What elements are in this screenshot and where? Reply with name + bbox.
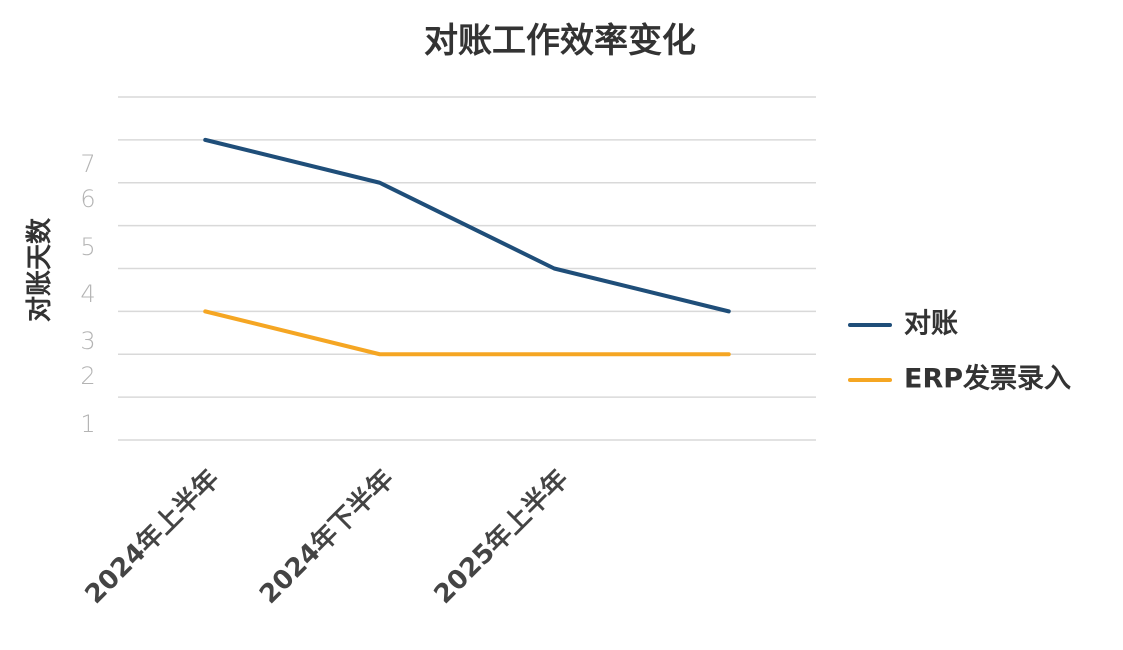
y-tick-label: 7 xyxy=(80,150,95,178)
y-tick-label: 3 xyxy=(80,327,95,355)
legend-label: 对账 xyxy=(904,309,958,340)
legend-label: ERP发票录入 xyxy=(904,363,1071,395)
x-axis-ticks: 2024年上半年 2024年下半年 2025年上半年 xyxy=(79,463,575,610)
x-tick-label: 2024年上半年 xyxy=(79,463,226,610)
y-tick-label: 1 xyxy=(80,410,95,438)
y-axis-label: 对账天数 xyxy=(25,217,55,322)
y-tick-label: 6 xyxy=(80,185,95,213)
gridlines xyxy=(118,96,816,441)
series-lines xyxy=(203,137,731,357)
series-line-1 xyxy=(203,137,731,314)
chart-title: 对账工作效率变化 xyxy=(424,21,696,61)
x-tick-label: 2025年上半年 xyxy=(428,463,575,610)
y-tick-label: 5 xyxy=(80,233,95,261)
x-tick-label: 2024年下半年 xyxy=(253,463,400,610)
y-axis-ticks: 1 2 3 4 5 6 7 xyxy=(80,150,95,438)
legend: 对账 ERP发票录入 xyxy=(848,309,1071,395)
series-line-2 xyxy=(203,309,731,357)
y-tick-label: 4 xyxy=(80,280,95,308)
y-tick-label: 2 xyxy=(80,362,95,390)
